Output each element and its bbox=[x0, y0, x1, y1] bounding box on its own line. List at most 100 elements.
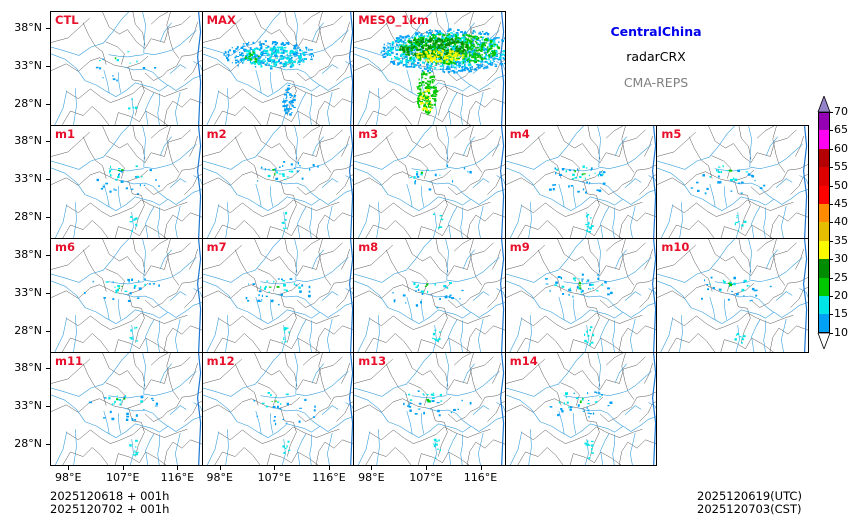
coastline bbox=[651, 125, 656, 239]
province-border bbox=[599, 163, 657, 195]
river bbox=[321, 177, 338, 188]
province-border bbox=[657, 131, 697, 157]
river bbox=[597, 352, 652, 396]
river bbox=[103, 69, 110, 93]
province-border bbox=[795, 248, 805, 270]
province-border bbox=[751, 163, 808, 195]
river bbox=[648, 401, 657, 411]
province-border bbox=[257, 381, 277, 406]
river bbox=[496, 288, 505, 297]
x-tick bbox=[122, 466, 124, 470]
river bbox=[311, 249, 324, 269]
river bbox=[159, 363, 172, 383]
river bbox=[448, 433, 458, 466]
river bbox=[281, 211, 286, 239]
river bbox=[657, 239, 736, 283]
river bbox=[224, 428, 229, 466]
map-canvas bbox=[657, 125, 808, 239]
river bbox=[781, 205, 787, 239]
y-tick-label: 33°N bbox=[14, 58, 42, 72]
river bbox=[563, 394, 599, 398]
river bbox=[321, 64, 338, 74]
river bbox=[344, 288, 354, 297]
province-border bbox=[66, 199, 188, 217]
river bbox=[505, 167, 657, 211]
province-border bbox=[520, 199, 643, 217]
province-border bbox=[365, 446, 412, 466]
province-border bbox=[335, 400, 354, 422]
river bbox=[354, 352, 433, 397]
river bbox=[145, 206, 155, 239]
coastline bbox=[348, 352, 353, 466]
coastline bbox=[803, 125, 808, 239]
river bbox=[577, 293, 623, 313]
river bbox=[202, 125, 281, 170]
river bbox=[432, 438, 437, 466]
province-border bbox=[279, 293, 297, 343]
river bbox=[206, 90, 219, 125]
province-border bbox=[184, 173, 202, 195]
y-tick bbox=[46, 65, 50, 67]
river bbox=[411, 167, 448, 171]
province-border bbox=[184, 400, 202, 422]
province-border bbox=[163, 98, 202, 125]
river bbox=[472, 291, 490, 301]
river bbox=[296, 319, 306, 352]
province-border bbox=[657, 169, 755, 186]
x-tick bbox=[425, 466, 427, 470]
province-border bbox=[643, 135, 653, 157]
river bbox=[206, 430, 219, 466]
river bbox=[174, 432, 181, 466]
river bbox=[624, 404, 642, 415]
river bbox=[260, 281, 296, 285]
river bbox=[142, 125, 197, 169]
panel-label: m5 bbox=[661, 126, 682, 141]
province-border bbox=[668, 219, 716, 239]
province-border bbox=[302, 352, 320, 365]
province-border bbox=[105, 41, 125, 65]
province-border bbox=[105, 268, 125, 292]
province-border bbox=[492, 248, 502, 270]
river bbox=[311, 136, 324, 156]
coastline bbox=[348, 125, 353, 239]
river bbox=[51, 280, 202, 324]
colorbar-tick bbox=[830, 130, 833, 132]
province-border bbox=[560, 154, 580, 179]
river bbox=[157, 93, 160, 125]
river bbox=[202, 239, 281, 283]
map-canvas bbox=[51, 12, 202, 125]
province-border bbox=[657, 283, 755, 299]
province-border bbox=[335, 287, 354, 308]
province-border bbox=[144, 163, 202, 195]
province-border bbox=[51, 244, 90, 270]
province-border bbox=[340, 248, 350, 270]
province-border bbox=[315, 212, 354, 239]
province-border bbox=[557, 125, 646, 163]
province-border bbox=[335, 173, 354, 195]
river bbox=[748, 239, 804, 283]
province-border bbox=[163, 439, 202, 466]
colorbar-extend-min bbox=[817, 332, 831, 349]
province-border bbox=[66, 312, 188, 330]
province-border bbox=[435, 125, 449, 160]
panel-label: m11 bbox=[55, 353, 83, 368]
colorbar-tick bbox=[830, 240, 833, 242]
province-border bbox=[132, 239, 146, 273]
x-tick-label: 98°E bbox=[358, 471, 385, 484]
river bbox=[679, 315, 684, 352]
river bbox=[326, 432, 333, 466]
province-border bbox=[114, 337, 168, 352]
river bbox=[269, 412, 273, 434]
province-border bbox=[386, 249, 410, 292]
river bbox=[679, 201, 684, 239]
river bbox=[376, 201, 380, 239]
province-border bbox=[435, 352, 449, 387]
y-tick bbox=[46, 141, 50, 143]
map-panel: m14 bbox=[504, 351, 658, 466]
province-border bbox=[202, 169, 300, 186]
province-border bbox=[708, 239, 798, 276]
province-border bbox=[466, 439, 505, 466]
river bbox=[472, 177, 490, 188]
province-border bbox=[189, 362, 198, 384]
river bbox=[629, 318, 636, 352]
